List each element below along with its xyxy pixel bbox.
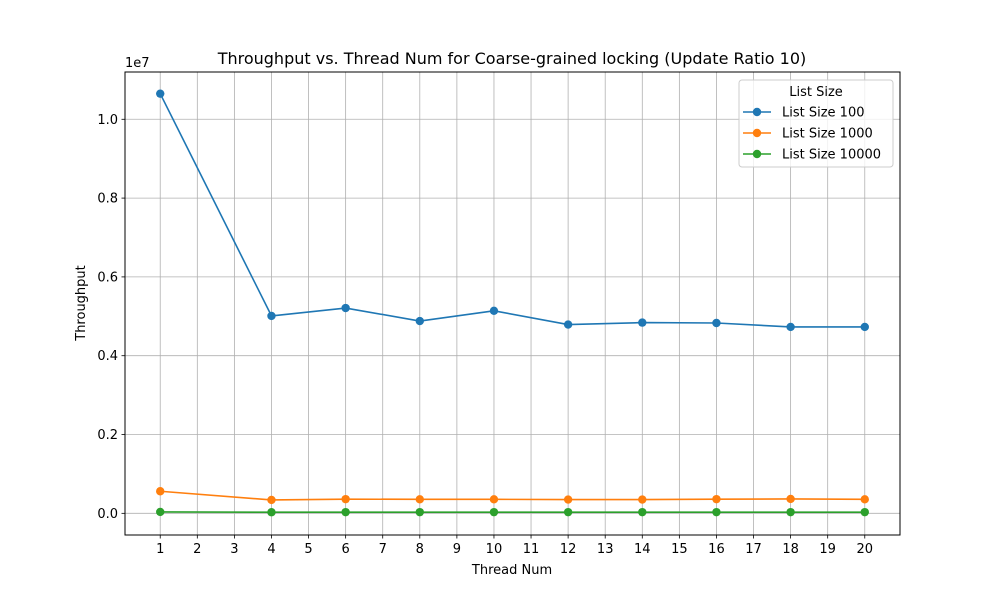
data-point xyxy=(415,507,424,517)
data-point xyxy=(489,495,499,504)
legend-item: List Size 100 xyxy=(743,106,865,121)
data-point xyxy=(563,507,573,517)
x-tick-label: 1 xyxy=(156,542,164,557)
series-layer xyxy=(156,89,869,517)
data-point xyxy=(786,494,795,504)
x-tick-label: 16 xyxy=(708,542,725,557)
data-point xyxy=(563,320,573,329)
legend-swatch-marker xyxy=(752,107,762,117)
data-point xyxy=(638,495,647,504)
x-tick-label: 19 xyxy=(819,542,836,557)
chart-title: Throughput vs. Thread Num for Coarse-gra… xyxy=(217,49,807,68)
legend-items: List Size 100 List Size 1000 List Size 100… xyxy=(743,106,881,163)
y-tick-label: 0.0 xyxy=(97,507,118,522)
x-tick-label: 12 xyxy=(560,542,577,557)
x-tick-label: 18 xyxy=(782,542,799,557)
data-point xyxy=(267,508,276,517)
y-tick-label: 0.2 xyxy=(97,428,118,443)
plot-area-frame xyxy=(124,71,901,536)
legend-swatch-marker xyxy=(752,128,762,138)
data-point xyxy=(786,507,795,517)
x-tick-label: 5 xyxy=(304,542,312,557)
data-point xyxy=(563,495,573,504)
x-tick-label: 15 xyxy=(671,542,688,557)
data-point xyxy=(712,494,721,504)
series-line xyxy=(159,93,865,328)
x-tick-label: 13 xyxy=(597,542,614,557)
data-point xyxy=(156,89,165,98)
legend-item: List Size 10000 xyxy=(743,148,881,163)
data-point xyxy=(860,507,869,517)
data-point xyxy=(341,303,350,313)
data-point xyxy=(489,507,499,517)
y-tick-label: 0.8 xyxy=(97,192,118,207)
series-1 xyxy=(156,89,869,332)
x-axis-label: Thread Num xyxy=(471,563,552,578)
data-point xyxy=(786,322,795,332)
data-point xyxy=(415,495,424,504)
x-tick-label: 11 xyxy=(523,542,540,557)
x-tick-label: 7 xyxy=(379,542,387,557)
data-point xyxy=(267,495,276,505)
legend-label: List Size 100 xyxy=(782,106,865,121)
x-tick-label: 9 xyxy=(453,542,461,557)
series-2 xyxy=(156,487,869,505)
legend-label: List Size 10000 xyxy=(782,148,881,163)
data-point xyxy=(156,487,165,496)
data-point xyxy=(341,507,350,517)
y-tick-label: 1.0 xyxy=(97,113,118,128)
series-3 xyxy=(156,507,869,517)
legend-box xyxy=(738,79,894,168)
data-point xyxy=(712,507,721,517)
x-tick-label: 4 xyxy=(267,542,275,557)
series-line xyxy=(160,490,865,501)
data-point xyxy=(156,507,165,517)
x-tick-label: 10 xyxy=(486,542,503,557)
data-point xyxy=(267,311,276,321)
y-axis-offset-label: 1e7 xyxy=(125,56,150,71)
data-point xyxy=(860,322,869,332)
x-tick-label: 14 xyxy=(634,542,651,557)
data-point xyxy=(341,494,350,504)
legend-title: List Size xyxy=(789,85,843,100)
tick-layer: 1 2 3 4 5 6 7 8 9 10 11 12 13 14 15 16 17 18 19 200.00.20.4… xyxy=(97,113,873,557)
y-axis-label: Throughput xyxy=(74,265,89,342)
legend-item: List Size 1000 xyxy=(743,127,873,142)
data-point xyxy=(415,316,424,326)
y-tick-label: 0.4 xyxy=(97,349,118,364)
legend-swatch-marker xyxy=(752,149,762,159)
y-tick-label: 0.6 xyxy=(97,270,118,285)
data-point xyxy=(638,507,647,517)
data-point xyxy=(860,495,869,504)
data-point xyxy=(712,318,721,328)
data-point xyxy=(638,318,647,327)
x-tick-label: 2 xyxy=(193,542,201,557)
data-point xyxy=(489,306,499,315)
x-tick-label: 17 xyxy=(745,542,762,557)
x-tick-label: 6 xyxy=(341,542,349,557)
x-tick-label: 3 xyxy=(230,542,238,557)
legend-label: List Size 1000 xyxy=(782,127,873,142)
x-tick-label: 20 xyxy=(856,542,873,557)
x-tick-label: 8 xyxy=(416,542,424,557)
